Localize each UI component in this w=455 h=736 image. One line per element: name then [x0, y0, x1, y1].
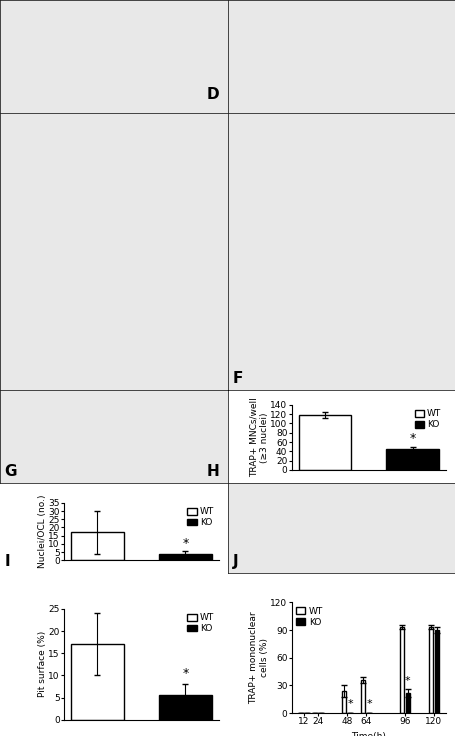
- Text: *: *: [367, 699, 372, 710]
- Y-axis label: TRAP+ MNCs/well
(≥3 nuclei): TRAP+ MNCs/well (≥3 nuclei): [249, 397, 269, 478]
- Legend: WT, KO: WT, KO: [296, 607, 323, 626]
- Bar: [159, 553, 212, 560]
- Y-axis label: Pit surface (%): Pit surface (%): [38, 631, 47, 698]
- Text: H: H: [206, 464, 219, 479]
- Bar: [400, 627, 404, 713]
- Bar: [71, 532, 124, 560]
- Text: I: I: [5, 554, 10, 570]
- X-axis label: Time(h): Time(h): [351, 732, 386, 736]
- Bar: [429, 627, 433, 713]
- Text: J: J: [233, 554, 238, 570]
- Legend: WT, KO: WT, KO: [187, 507, 214, 527]
- Text: G: G: [5, 464, 17, 479]
- Y-axis label: TRAP+ mononuclear
cells (%): TRAP+ mononuclear cells (%): [249, 612, 269, 704]
- Legend: WT, KO: WT, KO: [415, 409, 441, 429]
- Bar: [386, 448, 439, 470]
- Text: *: *: [347, 699, 353, 710]
- Text: F: F: [233, 372, 243, 386]
- Text: *: *: [182, 537, 188, 550]
- Text: *: *: [410, 432, 416, 445]
- Bar: [361, 680, 365, 713]
- Bar: [159, 696, 212, 720]
- Bar: [435, 630, 439, 713]
- Text: *: *: [405, 676, 411, 687]
- Bar: [406, 693, 410, 713]
- Y-axis label: Nuclei/OCL (no.): Nuclei/OCL (no.): [38, 495, 47, 568]
- Text: *: *: [182, 667, 188, 680]
- Bar: [342, 691, 346, 713]
- Bar: [298, 415, 351, 470]
- Legend: WT, KO: WT, KO: [187, 613, 214, 633]
- Text: D: D: [206, 87, 219, 102]
- Bar: [71, 644, 124, 720]
